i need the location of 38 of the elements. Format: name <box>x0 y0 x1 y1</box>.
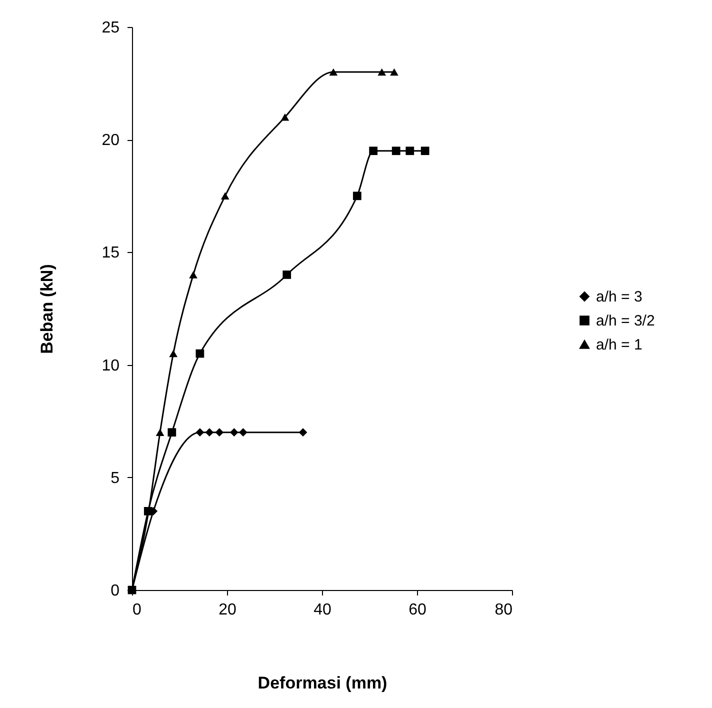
point <box>220 192 230 200</box>
legend-label: a/h = 3 <box>596 288 642 306</box>
y-axis-title: Beban (kN) <box>38 264 57 354</box>
point <box>238 428 248 437</box>
point <box>420 146 430 156</box>
x-tick-label: 0 <box>132 602 142 618</box>
point <box>156 428 164 436</box>
y-tick-label: 10 <box>102 357 120 374</box>
point <box>230 428 238 437</box>
point <box>169 350 178 358</box>
point <box>298 428 308 437</box>
point <box>189 271 198 278</box>
point <box>205 428 214 437</box>
point <box>168 428 176 437</box>
point <box>378 68 386 76</box>
point <box>406 146 414 156</box>
point <box>196 349 204 358</box>
point <box>369 146 378 156</box>
point <box>280 113 290 121</box>
y-tick-label: 0 <box>110 582 120 600</box>
point <box>215 428 224 437</box>
x-tick-label: 20 <box>218 602 236 618</box>
point <box>390 68 398 76</box>
y-tick-label: 5 <box>110 470 120 487</box>
y-tick-label: 25 <box>102 20 120 36</box>
legend-label: a/h = 3/2 <box>596 312 655 330</box>
x-tick-label: 80 <box>494 602 513 618</box>
x-tick-label: 40 <box>314 602 332 618</box>
point <box>352 192 362 200</box>
y-tick-label: 15 <box>102 244 120 262</box>
legend-label: a/h = 1 <box>596 336 642 354</box>
point <box>329 68 338 76</box>
point <box>282 270 292 279</box>
point <box>196 428 204 437</box>
x-axis-title: Deformasi (mm) <box>258 674 388 692</box>
point <box>392 146 400 156</box>
x-tick-label: 60 <box>408 602 426 618</box>
y-tick-label: 20 <box>102 132 120 150</box>
